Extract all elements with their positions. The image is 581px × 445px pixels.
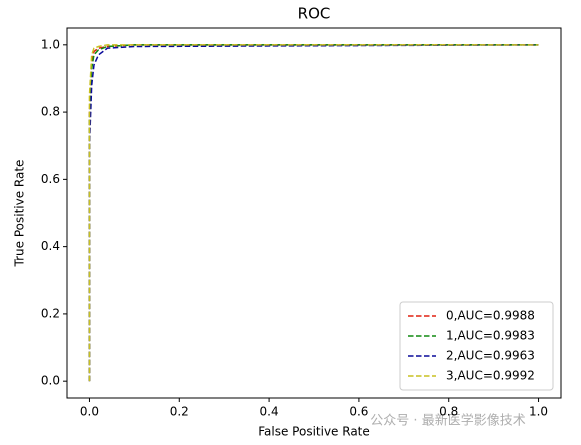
y-tick-label: 0.8	[41, 105, 60, 119]
y-tick-label: 0.2	[41, 306, 60, 320]
legend-box	[399, 301, 554, 391]
x-tick-label: 0.2	[170, 405, 189, 419]
y-tick-label: 0.4	[41, 239, 60, 253]
legend-label: 1,AUC=0.9983	[446, 329, 535, 343]
y-tick-label: 0.6	[41, 172, 60, 186]
y-tick-label: 1.0	[41, 37, 60, 51]
legend-label: 2,AUC=0.9963	[446, 349, 535, 363]
roc-line	[88, 44, 539, 382]
legend-label: 0,AUC=0.9988	[446, 309, 535, 323]
y-axis-label: True Positive Rate	[13, 160, 27, 268]
y-tick-label: 0.0	[41, 374, 60, 388]
x-tick-label: 1.0	[529, 405, 548, 419]
roc-line	[88, 44, 539, 382]
roc-line	[88, 44, 539, 382]
x-axis-label: False Positive Rate	[258, 425, 370, 439]
x-tick-label: 0.0	[80, 405, 99, 419]
x-tick-label: 0.4	[260, 405, 279, 419]
watermark: 公众号 · 最新医学影像技术	[370, 413, 525, 429]
x-tick-label: 0.6	[349, 405, 368, 419]
chart-title: ROC	[298, 5, 331, 23]
x-tick-label: 0.8	[439, 405, 458, 419]
plot-frame	[66, 27, 562, 399]
legend-label: 3,AUC=0.9992	[446, 369, 535, 383]
